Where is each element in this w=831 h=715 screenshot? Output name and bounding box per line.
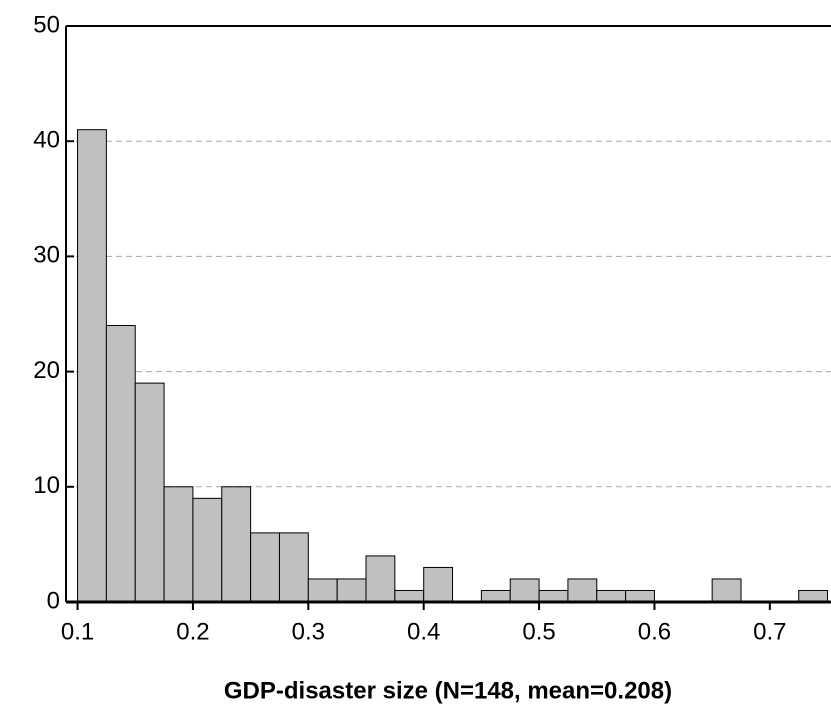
bar bbox=[336, 578, 367, 603]
bar bbox=[394, 589, 425, 603]
y-tick-label: 40 bbox=[33, 127, 60, 154]
bar bbox=[105, 325, 136, 603]
bar bbox=[77, 129, 107, 603]
bar bbox=[625, 589, 655, 603]
y-tick-label: 10 bbox=[33, 472, 60, 499]
x-tick-label: 0.6 bbox=[638, 618, 671, 645]
x-tick-label: 0.2 bbox=[176, 618, 209, 645]
bar bbox=[423, 566, 454, 603]
bar bbox=[798, 589, 829, 603]
x-tick-label: 0.3 bbox=[292, 618, 325, 645]
x-tick-label: 0.7 bbox=[753, 618, 786, 645]
bar bbox=[307, 578, 338, 603]
bar bbox=[711, 578, 742, 603]
bar bbox=[250, 532, 280, 603]
x-tick-label: 0.5 bbox=[522, 618, 555, 645]
x-tick-label: 0.4 bbox=[407, 618, 440, 645]
bar bbox=[163, 486, 194, 603]
bar bbox=[538, 589, 569, 603]
x-tick-label: 0.1 bbox=[61, 618, 94, 645]
y-tick-label: 30 bbox=[33, 242, 60, 269]
bar bbox=[221, 486, 252, 603]
x-axis-label: GDP-disaster size (N=148, mean=0.208) bbox=[224, 677, 672, 704]
bar bbox=[192, 497, 223, 603]
bar bbox=[509, 578, 540, 603]
y-tick-label: 0 bbox=[47, 587, 60, 614]
bar bbox=[365, 555, 396, 603]
y-tick-label: 20 bbox=[33, 357, 60, 384]
bar bbox=[567, 578, 598, 603]
bar bbox=[278, 532, 309, 603]
y-tick-label: 50 bbox=[33, 11, 60, 38]
bar bbox=[134, 382, 165, 603]
bar bbox=[596, 589, 627, 603]
bar bbox=[480, 589, 511, 603]
